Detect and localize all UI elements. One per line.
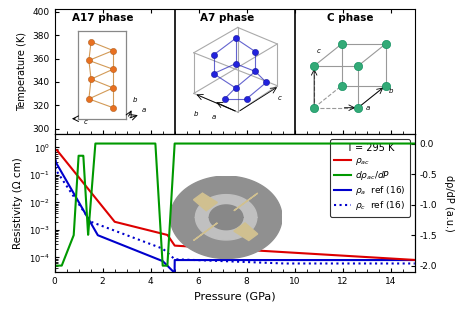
Text: A17 phase: A17 phase	[72, 13, 133, 23]
Y-axis label: Resistivity (Ω cm): Resistivity (Ω cm)	[13, 157, 23, 249]
Text: A7 phase: A7 phase	[201, 13, 255, 23]
Y-axis label: dρ/dP (a.u.): dρ/dP (a.u.)	[444, 175, 454, 231]
X-axis label: Pressure (GPa): Pressure (GPa)	[194, 291, 275, 301]
Y-axis label: Temperature (K): Temperature (K)	[17, 33, 27, 112]
Legend: $\rho_{ac}$, $d\rho_{ac}/dP$, $\rho_a$  ref (16), $\rho_c$  ref (16): $\rho_{ac}$, $d\rho_{ac}/dP$, $\rho_a$ r…	[330, 139, 410, 217]
Text: C phase: C phase	[327, 13, 373, 23]
